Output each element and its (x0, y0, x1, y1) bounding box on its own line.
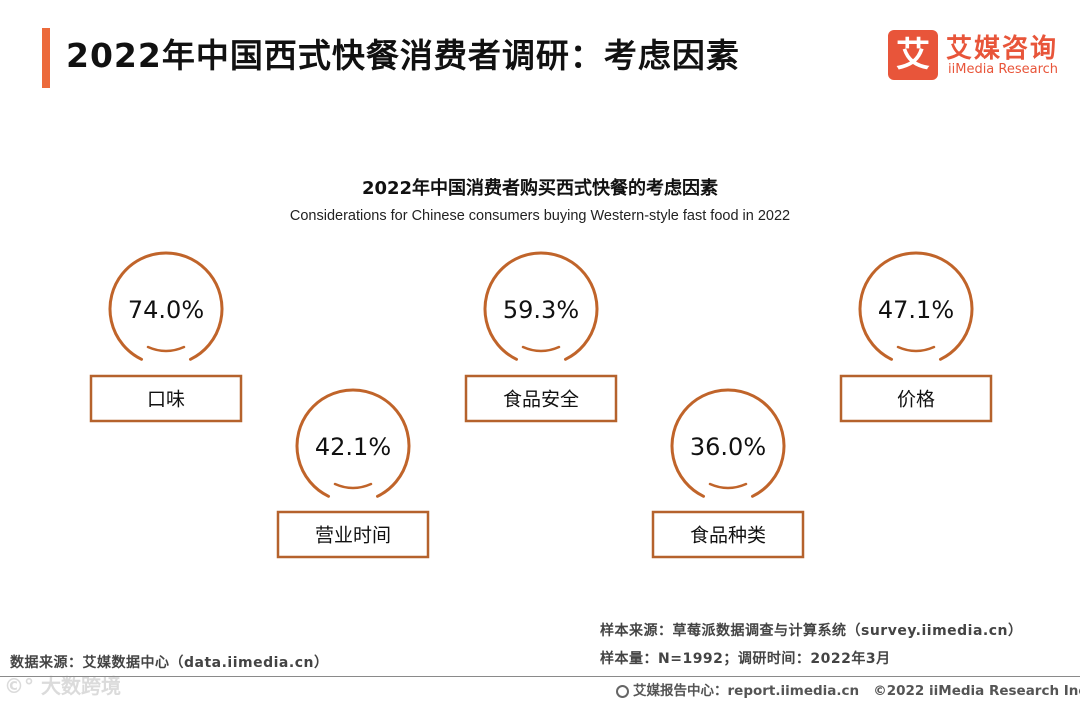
factor-item: 42.1% 营业时间 (276, 388, 430, 559)
category-label: 口味 (147, 389, 185, 411)
value-ring (295, 388, 411, 498)
factor-item: 36.0% 食品种类 (651, 388, 805, 559)
smile-arc (333, 482, 373, 490)
value-label: 36.0% (690, 433, 766, 461)
footer-data-source: 数据来源：艾媒数据中心（data.iimedia.cn） (10, 655, 329, 671)
copyright-text: ©2022 iiMedia Research Inc (873, 683, 1080, 699)
value-ring (483, 251, 599, 361)
smile-arc (708, 482, 748, 490)
title-accent-bar (42, 28, 50, 88)
smile-arc (521, 345, 561, 353)
globe-icon (616, 685, 629, 698)
smile-arc (146, 345, 186, 353)
watermark: ©° 大数跨境 (4, 674, 121, 698)
chart-subtitle: Considerations for Chinese consumers buy… (289, 208, 791, 224)
category-label: 食品安全 (503, 389, 579, 411)
page-title: 2022年中国西式快餐消费者调研：考虑因素 (66, 36, 740, 75)
factor-item: 59.3% 食品安全 (464, 251, 618, 423)
category-box (276, 510, 430, 559)
footer-divider (0, 676, 1080, 677)
logo-en-text: iiMedia Research (948, 62, 1059, 77)
logo-cn-text: 艾媒咨询 (946, 34, 1059, 64)
category-label: 价格 (897, 389, 935, 411)
value-ring (858, 251, 974, 361)
value-ring (670, 388, 786, 498)
smile-arc (896, 345, 936, 353)
factor-item: 47.1% 价格 (839, 251, 993, 423)
logo-mark-icon: 艾 (888, 30, 938, 80)
factor-item: 74.0% 口味 (89, 251, 243, 423)
value-label: 47.1% (878, 296, 954, 324)
value-ring (108, 251, 224, 361)
iimedia-logo: 艾 艾媒咨询 iiMedia Research (888, 30, 1068, 82)
value-label: 59.3% (503, 296, 579, 324)
category-label: 营业时间 (315, 525, 391, 547)
footer-sample-info: 样本量：N=1992；调研时间：2022年3月 (600, 651, 891, 667)
report-center-link[interactable]: 艾媒报告中心：report.iimedia.cn (633, 683, 860, 699)
category-label: 食品种类 (690, 525, 766, 547)
category-box (89, 374, 243, 423)
category-box (839, 374, 993, 423)
category-box (464, 374, 618, 423)
value-label: 42.1% (315, 433, 391, 461)
footer-copyright-line: 艾媒报告中心：report.iimedia.cn ©2022 iiMedia R… (616, 679, 1080, 699)
value-label: 74.0% (128, 296, 204, 324)
category-box (651, 510, 805, 559)
chart-title: 2022年中国消费者购买西式快餐的考虑因素 (361, 178, 719, 199)
footer-sample-source: 样本来源：草莓派数据调查与计算系统（survey.iimedia.cn） (600, 623, 1023, 639)
